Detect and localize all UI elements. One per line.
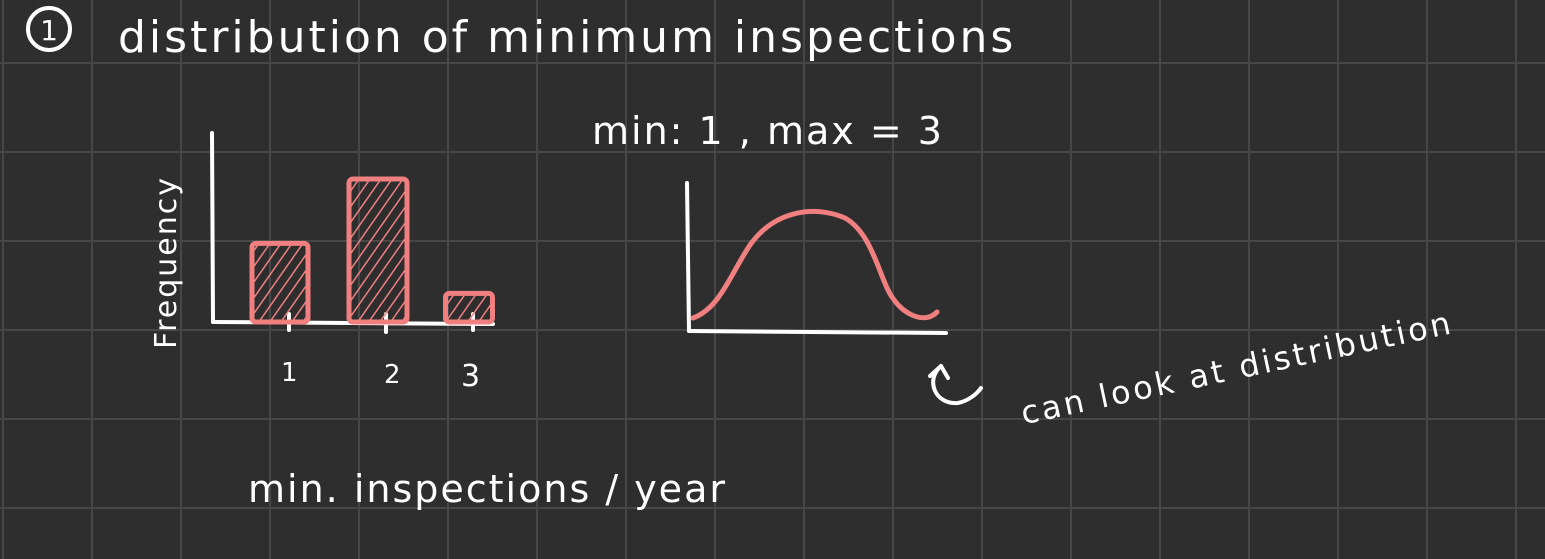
- bar-3: [443, 290, 495, 325]
- histogram-bars: [249, 176, 495, 325]
- min-max-note: min: 1 , max = 3: [592, 109, 944, 153]
- note-arrowhead: [928, 364, 950, 380]
- bar-fill-1: [252, 243, 308, 322]
- histogram-tick-label-1: 1: [281, 358, 298, 388]
- bar-1: [249, 240, 311, 325]
- page-title: distribution of minimum inspections: [118, 12, 1017, 63]
- curve-y-axis: [685, 181, 691, 333]
- histogram-y-axis: [210, 131, 215, 324]
- bar-fill-3: [445, 293, 493, 322]
- histogram-x-label: min. inspections / year: [248, 467, 727, 511]
- curve-x-axis: [687, 329, 948, 335]
- note-arrow: [931, 364, 983, 406]
- item-number-circle: [26, 6, 72, 52]
- distribution-curve: [690, 209, 940, 321]
- item-number: 1: [40, 14, 58, 47]
- histogram-tick-label-3: 3: [461, 359, 481, 394]
- bar-2: [346, 176, 410, 325]
- bar-fill-2: [349, 179, 407, 322]
- histogram-y-label: Frequency: [149, 176, 184, 349]
- histogram-tick-label-2: 2: [384, 360, 401, 390]
